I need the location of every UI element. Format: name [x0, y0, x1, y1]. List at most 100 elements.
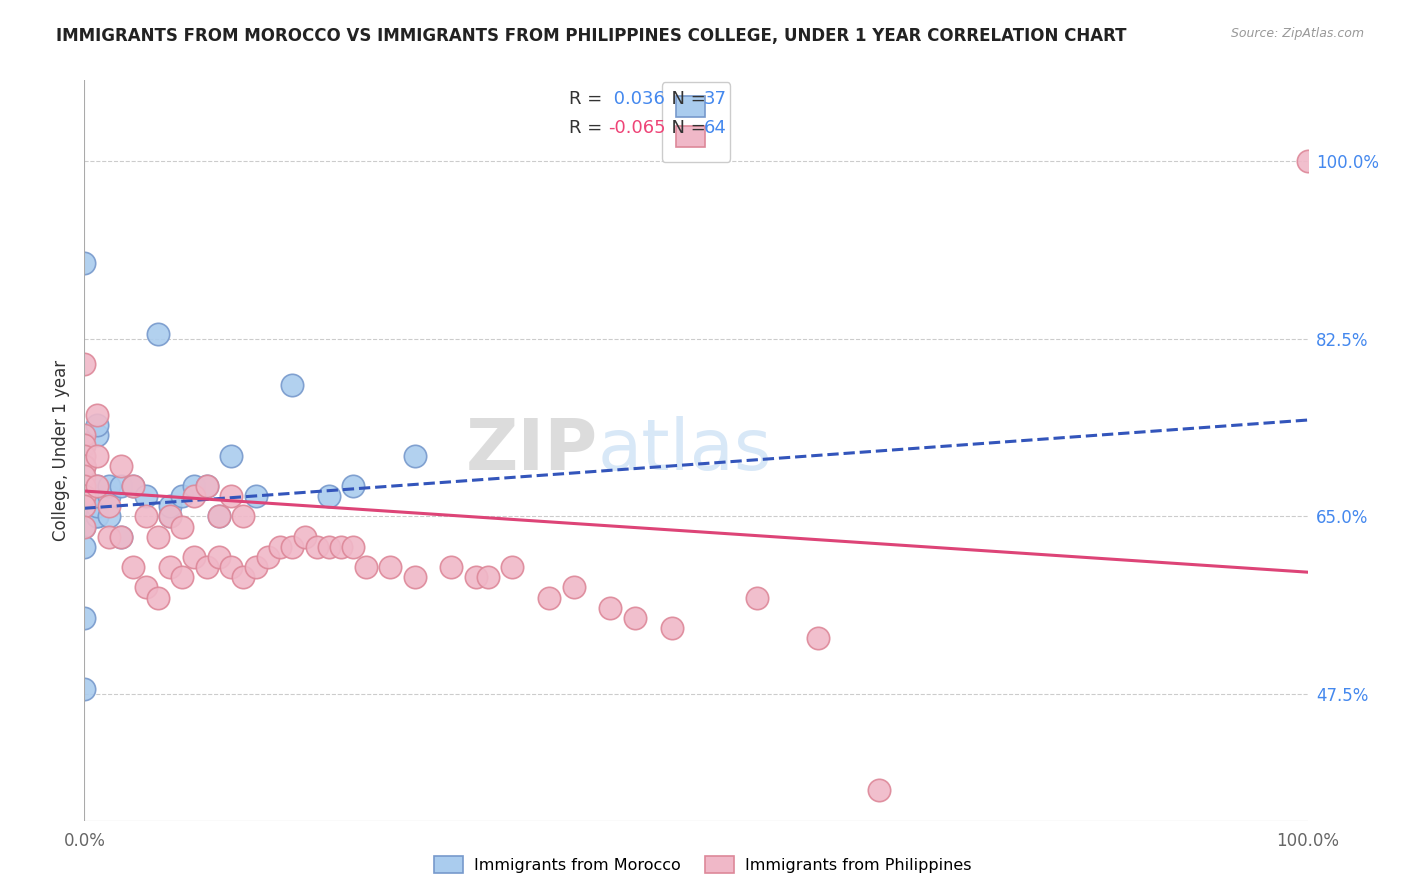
- Point: [73, 468, 96, 483]
- Point: [195, 479, 218, 493]
- Point: [502, 560, 524, 574]
- Point: [538, 591, 561, 605]
- Point: [1296, 154, 1319, 169]
- Point: [330, 540, 353, 554]
- Point: [404, 570, 426, 584]
- Text: R =: R =: [569, 120, 607, 137]
- Point: [86, 509, 108, 524]
- Point: [354, 560, 377, 574]
- Point: [318, 489, 340, 503]
- Point: [159, 560, 181, 574]
- Point: [599, 600, 621, 615]
- Point: [464, 570, 486, 584]
- Legend: , : ,: [662, 82, 730, 161]
- Point: [342, 540, 364, 554]
- Point: [281, 540, 304, 554]
- Text: N =: N =: [661, 120, 711, 137]
- Point: [135, 489, 157, 503]
- Point: [807, 631, 830, 645]
- Point: [747, 591, 769, 605]
- Point: [73, 438, 96, 452]
- Point: [146, 326, 169, 341]
- Point: [73, 681, 96, 696]
- Text: atlas: atlas: [598, 416, 772, 485]
- Point: [86, 500, 108, 514]
- Legend: Immigrants from Morocco, Immigrants from Philippines: Immigrants from Morocco, Immigrants from…: [427, 849, 979, 880]
- Point: [73, 458, 96, 473]
- Point: [183, 479, 205, 493]
- Point: [110, 458, 132, 473]
- Point: [122, 479, 145, 493]
- Point: [73, 611, 96, 625]
- Point: [232, 509, 254, 524]
- Point: [73, 458, 96, 473]
- Text: Source: ZipAtlas.com: Source: ZipAtlas.com: [1230, 27, 1364, 40]
- Point: [122, 479, 145, 493]
- Point: [159, 500, 181, 514]
- Point: [73, 357, 96, 371]
- Point: [73, 489, 96, 503]
- Point: [73, 500, 96, 514]
- Point: [73, 500, 96, 514]
- Point: [257, 549, 280, 564]
- Point: [86, 408, 108, 422]
- Point: [97, 500, 120, 514]
- Point: [86, 418, 108, 433]
- Point: [232, 570, 254, 584]
- Point: [73, 479, 96, 493]
- Point: [73, 519, 96, 533]
- Point: [86, 428, 108, 442]
- Point: [135, 580, 157, 594]
- Point: [208, 549, 231, 564]
- Point: [195, 560, 218, 574]
- Point: [146, 591, 169, 605]
- Point: [86, 489, 108, 503]
- Point: [318, 540, 340, 554]
- Point: [245, 560, 267, 574]
- Point: [869, 783, 891, 797]
- Point: [305, 540, 328, 554]
- Point: [183, 549, 205, 564]
- Text: ZIP: ZIP: [465, 416, 598, 485]
- Point: [146, 530, 169, 544]
- Point: [97, 489, 120, 503]
- Point: [73, 428, 96, 442]
- Point: [477, 570, 499, 584]
- Point: [86, 479, 108, 493]
- Text: 0.036: 0.036: [607, 90, 665, 108]
- Point: [86, 509, 108, 524]
- Text: 37: 37: [703, 90, 727, 108]
- Point: [86, 479, 108, 493]
- Point: [219, 489, 242, 503]
- Point: [73, 438, 96, 452]
- Point: [135, 509, 157, 524]
- Point: [73, 519, 96, 533]
- Point: [172, 519, 194, 533]
- Text: R =: R =: [569, 90, 607, 108]
- Point: [110, 530, 132, 544]
- Point: [159, 509, 181, 524]
- Point: [269, 540, 291, 554]
- Point: [97, 479, 120, 493]
- Point: [195, 479, 218, 493]
- Point: [661, 621, 683, 635]
- Point: [172, 570, 194, 584]
- Point: [159, 509, 181, 524]
- Point: [73, 458, 96, 473]
- Point: [97, 509, 120, 524]
- Point: [380, 560, 402, 574]
- Point: [624, 611, 647, 625]
- Point: [110, 530, 132, 544]
- Point: [342, 479, 364, 493]
- Point: [73, 489, 96, 503]
- Point: [219, 449, 242, 463]
- Point: [245, 489, 267, 503]
- Point: [440, 560, 463, 574]
- Point: [86, 449, 108, 463]
- Y-axis label: College, Under 1 year: College, Under 1 year: [52, 359, 70, 541]
- Point: [97, 530, 120, 544]
- Text: -0.065: -0.065: [607, 120, 665, 137]
- Point: [73, 479, 96, 493]
- Point: [208, 509, 231, 524]
- Point: [294, 530, 316, 544]
